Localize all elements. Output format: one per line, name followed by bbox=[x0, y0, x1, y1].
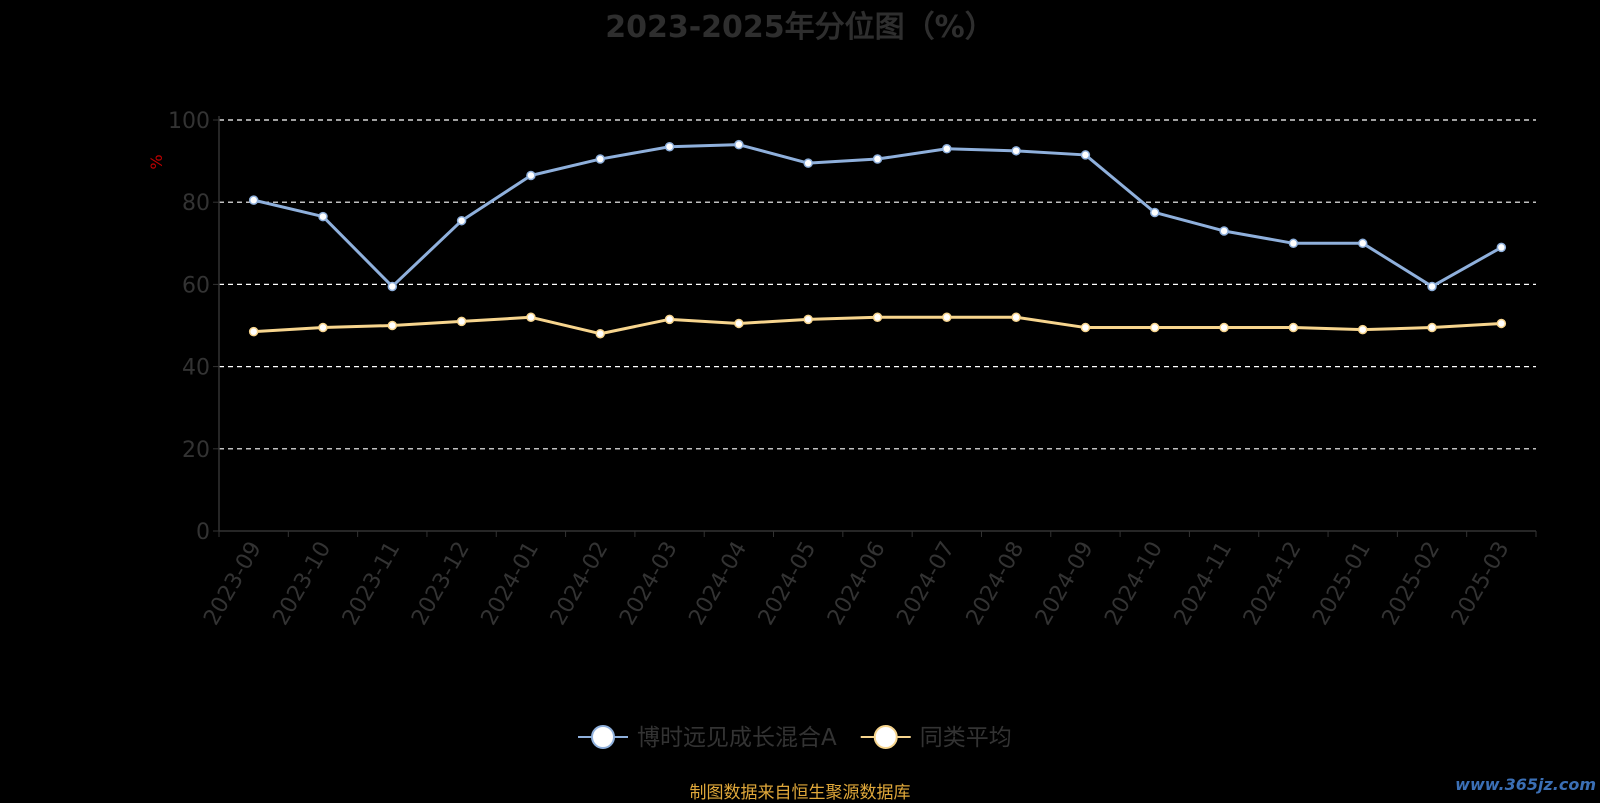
legend-item: 同类平均 bbox=[860, 725, 1012, 751]
series bbox=[248, 139, 1507, 339]
data-point bbox=[942, 312, 952, 323]
y-tick-label: 100 bbox=[168, 109, 210, 134]
x-tick-label: 2024-07 bbox=[892, 538, 960, 630]
data-point bbox=[1011, 146, 1021, 156]
data-point bbox=[1150, 322, 1160, 333]
data-point bbox=[664, 141, 675, 152]
y-tick-label: 40 bbox=[182, 356, 210, 381]
legend-marker bbox=[591, 725, 615, 749]
x-tick-label: 2024-05 bbox=[754, 538, 822, 630]
y-tick-label: 80 bbox=[182, 191, 210, 216]
data-point bbox=[1427, 322, 1437, 333]
x-tick-label: 2024-11 bbox=[1170, 538, 1238, 630]
data-point bbox=[318, 211, 328, 222]
data-point bbox=[526, 312, 536, 323]
data-point bbox=[595, 154, 605, 164]
data-point bbox=[872, 154, 883, 164]
x-tick-label: 2024-03 bbox=[615, 538, 683, 630]
data-point bbox=[387, 281, 398, 292]
x-tick-label: 2024-08 bbox=[962, 538, 1030, 630]
data-point bbox=[1288, 238, 1299, 249]
data-point bbox=[1496, 318, 1507, 329]
data-point bbox=[1496, 242, 1507, 253]
data-point bbox=[734, 318, 744, 329]
data-point bbox=[1427, 281, 1437, 292]
data-point bbox=[942, 144, 952, 154]
series-line bbox=[253, 143, 1503, 288]
data-point bbox=[734, 139, 744, 150]
data-point bbox=[248, 195, 259, 205]
y-tick-label: 60 bbox=[182, 273, 210, 298]
series-group bbox=[248, 312, 1507, 339]
data-point bbox=[595, 328, 605, 339]
data-point bbox=[1011, 312, 1021, 323]
data-source-note: 制图数据来自恒生聚源数据库 bbox=[689, 783, 911, 803]
data-point bbox=[803, 314, 813, 325]
x-tick-label: 2024-02 bbox=[546, 538, 614, 630]
x-tick-label: 2024-09 bbox=[1031, 538, 1099, 630]
x-tick-label: 2025-03 bbox=[1447, 538, 1515, 630]
y-tick-label: 20 bbox=[182, 438, 210, 463]
data-point bbox=[1219, 322, 1229, 333]
data-point bbox=[318, 322, 328, 333]
series-group bbox=[248, 139, 1507, 292]
data-point bbox=[248, 326, 259, 337]
data-point bbox=[1357, 238, 1368, 249]
data-point bbox=[1080, 322, 1091, 333]
x-tick-label: 2024-06 bbox=[823, 538, 891, 630]
data-point bbox=[456, 316, 467, 327]
y-tick-labels: 0 20 40 60 80 100 bbox=[168, 109, 210, 545]
legend-label: 同类平均 bbox=[920, 725, 1012, 751]
data-point bbox=[1288, 322, 1299, 333]
legend: 博时远见成长混合A 同类平均 bbox=[578, 725, 1012, 751]
x-tick-label: 2024-01 bbox=[477, 538, 545, 630]
data-point bbox=[1150, 207, 1160, 218]
x-tick-label: 2024-12 bbox=[1239, 538, 1307, 630]
x-tick-labels: 2023-09 2023-10 2023-11 2023-12 2024-01 2024-… bbox=[199, 538, 1514, 630]
data-point bbox=[1080, 150, 1091, 160]
x-tick-label: 2023-10 bbox=[269, 538, 337, 630]
data-point bbox=[526, 170, 536, 181]
x-tick-label: 2025-01 bbox=[1308, 538, 1376, 630]
watermark: www.365jz.com bbox=[1455, 775, 1596, 794]
x-tick-label: 2023-12 bbox=[407, 538, 475, 630]
data-point bbox=[803, 158, 813, 168]
data-point bbox=[664, 314, 675, 325]
chart-title: 2023-2025年分位图（%） bbox=[605, 10, 995, 45]
grid-lines bbox=[219, 119, 1536, 450]
x-tick-label: 2025-02 bbox=[1378, 538, 1446, 630]
legend-item: 博时远见成长混合A bbox=[578, 725, 837, 751]
x-tick-label: 2024-10 bbox=[1100, 538, 1168, 630]
x-tick-label: 2023-09 bbox=[199, 538, 267, 630]
y-axis-label: % bbox=[147, 154, 166, 169]
data-point bbox=[1219, 226, 1229, 236]
data-point bbox=[456, 215, 467, 226]
axes bbox=[213, 116, 1537, 537]
data-point bbox=[1357, 324, 1368, 335]
y-tick-label: 0 bbox=[196, 520, 210, 545]
x-tick-label: 2023-11 bbox=[338, 538, 406, 630]
legend-label: 博时远见成长混合A bbox=[637, 725, 837, 751]
data-point bbox=[872, 312, 883, 323]
data-point bbox=[387, 320, 398, 331]
x-tick-label: 2024-04 bbox=[684, 538, 752, 630]
legend-marker bbox=[873, 725, 898, 749]
